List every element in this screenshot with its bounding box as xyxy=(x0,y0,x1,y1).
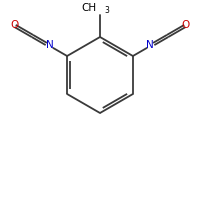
Text: N: N xyxy=(146,40,154,50)
Text: O: O xyxy=(10,20,18,30)
Text: 3: 3 xyxy=(104,6,109,15)
Text: CH: CH xyxy=(82,3,97,13)
Text: N: N xyxy=(46,40,54,50)
Text: O: O xyxy=(182,20,190,30)
